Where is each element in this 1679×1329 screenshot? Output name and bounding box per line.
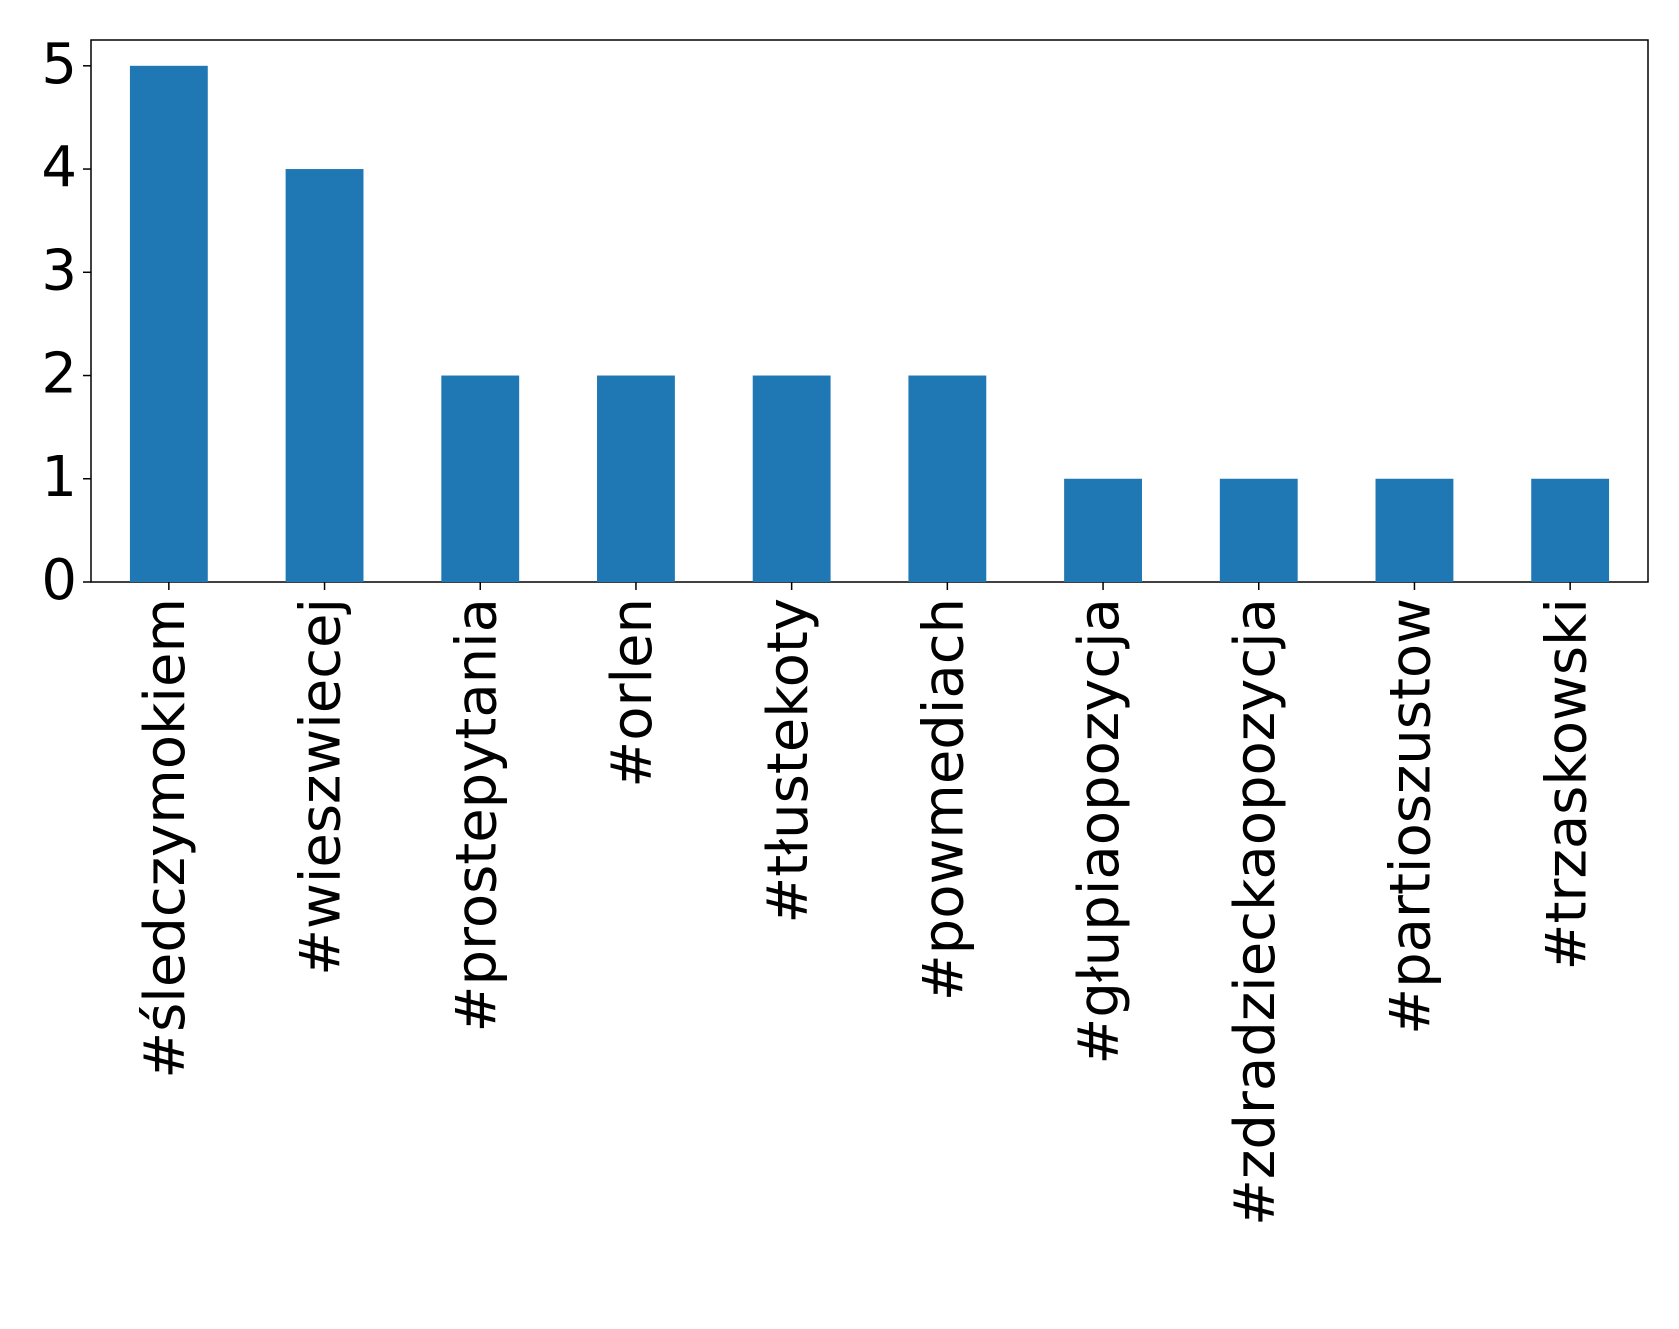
y-tick-label: 1 xyxy=(41,445,77,510)
bar xyxy=(1531,478,1610,582)
x-tick-label: #partioszustow xyxy=(1379,598,1444,1035)
bar xyxy=(285,169,364,583)
y-tick-label: 2 xyxy=(41,342,77,407)
bar xyxy=(129,65,208,583)
x-tick-label: #wieszwiecej xyxy=(289,598,354,976)
bar xyxy=(1219,478,1298,582)
x-tick-label: #głupiaopozycja xyxy=(1067,598,1132,1065)
x-tick-label: #orlen xyxy=(600,598,665,788)
y-tick-label: 5 xyxy=(41,32,77,97)
y-tick-label: 3 xyxy=(41,238,77,303)
x-tick-label: #śledczymokiem xyxy=(133,598,198,1079)
x-tick-label: #powmediach xyxy=(911,598,976,1001)
x-tick-label: #trzaskowski xyxy=(1534,598,1599,970)
bar xyxy=(441,375,520,582)
bar xyxy=(1064,478,1142,582)
bar xyxy=(752,375,831,582)
bar xyxy=(597,375,675,582)
bar xyxy=(1375,478,1454,582)
y-tick-label: 4 xyxy=(41,135,77,200)
x-tick-label: #prostepytania xyxy=(444,598,509,1032)
y-tick-label: 0 xyxy=(41,548,77,613)
plot-frame xyxy=(90,39,1649,583)
x-tick-label: #zdradzieckaopozycja xyxy=(1223,598,1288,1226)
bar xyxy=(908,375,987,582)
x-tick-label: #tłustekoty xyxy=(756,598,821,924)
